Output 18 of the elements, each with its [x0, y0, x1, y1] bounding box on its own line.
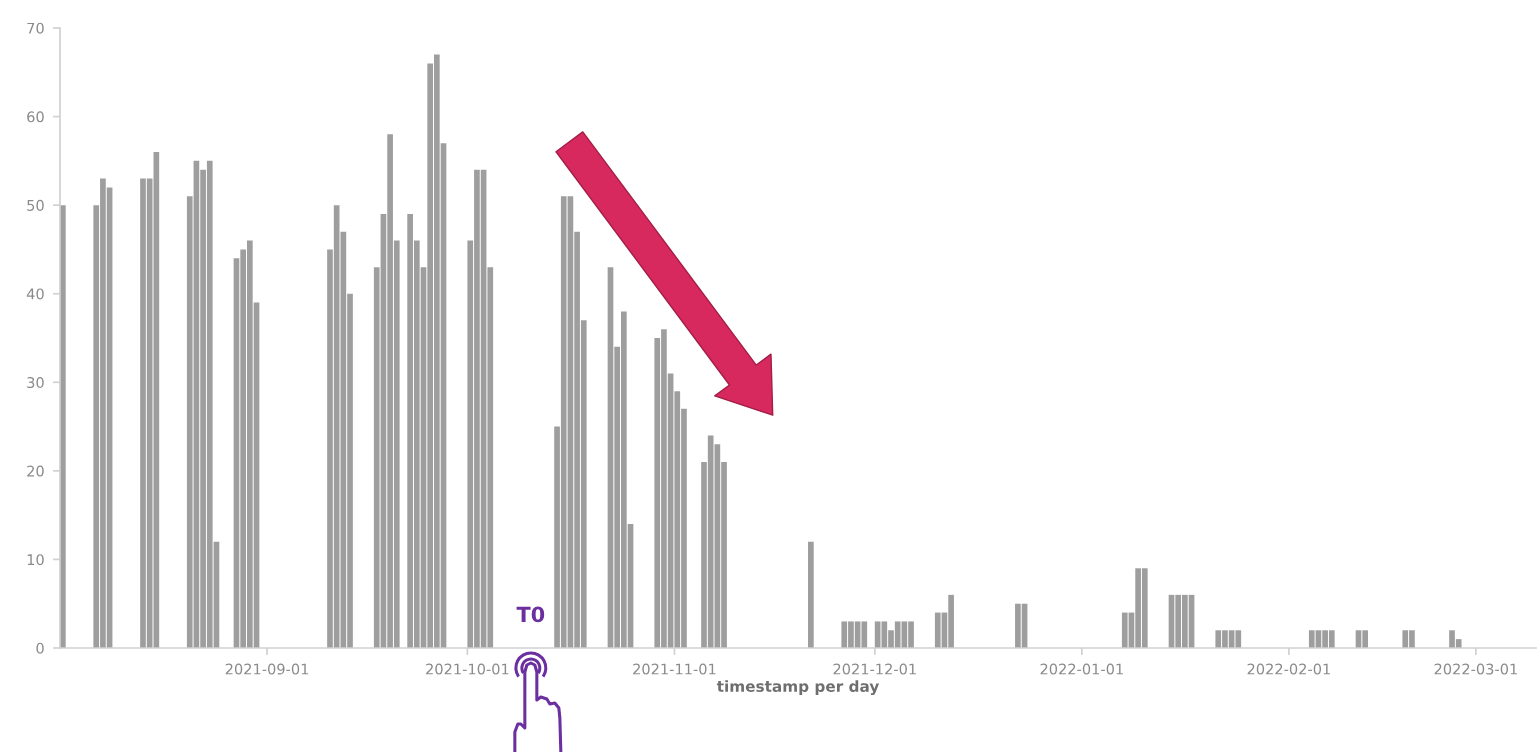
y-tick-label: 20: [27, 465, 44, 477]
x-tick-label: 2022-02-01: [1247, 663, 1330, 675]
bar: [808, 541, 814, 648]
y-tick-label: 0: [36, 642, 44, 654]
x-axis-title: timestamp per day: [716, 680, 880, 696]
annotation: T0: [516, 606, 545, 623]
y-tick-label: 60: [27, 111, 44, 123]
x-tick-label: 2021-11-01: [633, 663, 716, 675]
y-tick-label: 30: [27, 377, 44, 389]
x-tick-label: 2021-09-01: [225, 663, 309, 675]
x-tick-label: 2022-03-01: [1434, 663, 1517, 675]
x-tick-label: 2021-12-01: [833, 663, 916, 675]
y-tick-label: 50: [27, 199, 44, 211]
y-tick-label: 10: [27, 554, 44, 566]
x-tick-label: 2021-10-01: [426, 663, 509, 675]
x-tick-label: 2022-01-01: [1040, 663, 1123, 675]
y-tick-label: 40: [26, 288, 44, 300]
y-tick-label: 70: [27, 22, 44, 34]
